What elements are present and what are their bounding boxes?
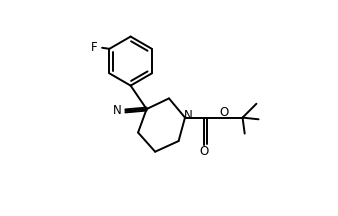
Text: F: F: [91, 41, 97, 54]
Text: O: O: [220, 106, 229, 119]
Text: N: N: [113, 104, 122, 117]
Text: O: O: [199, 145, 209, 158]
Text: N: N: [184, 109, 192, 122]
